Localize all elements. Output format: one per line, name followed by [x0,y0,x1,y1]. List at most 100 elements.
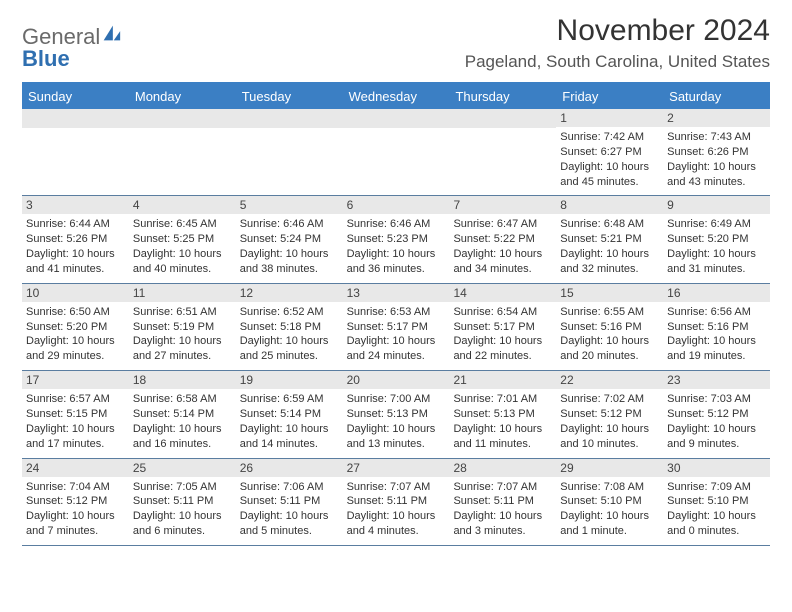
day-number: 20 [343,371,450,389]
day2-text: and 38 minutes. [240,262,339,277]
sunrise-text: Sunrise: 6:51 AM [133,305,232,320]
sunrise-text: Sunrise: 7:08 AM [560,480,659,495]
day-cell: 11Sunrise: 6:51 AMSunset: 5:19 PMDayligh… [129,284,236,370]
day-cell: 4Sunrise: 6:45 AMSunset: 5:25 PMDaylight… [129,196,236,282]
empty-cell [129,109,236,195]
day2-text: and 24 minutes. [347,349,446,364]
day-cell: 30Sunrise: 7:09 AMSunset: 5:10 PMDayligh… [663,459,770,545]
sunrise-text: Sunrise: 7:04 AM [26,480,125,495]
sunset-text: Sunset: 5:13 PM [453,407,552,422]
day2-text: and 11 minutes. [453,437,552,452]
day-cell: 27Sunrise: 7:07 AMSunset: 5:11 PMDayligh… [343,459,450,545]
empty-cell [22,109,129,195]
day-header: Wednesday [343,84,450,109]
day-number: 13 [343,284,450,302]
empty-cell [236,109,343,195]
day-header: Tuesday [236,84,343,109]
day-cell: 6Sunrise: 6:46 AMSunset: 5:23 PMDaylight… [343,196,450,282]
sunset-text: Sunset: 5:12 PM [667,407,766,422]
sunrise-text: Sunrise: 7:42 AM [560,130,659,145]
day-number: 30 [663,459,770,477]
day2-text: and 10 minutes. [560,437,659,452]
sunrise-text: Sunrise: 7:05 AM [133,480,232,495]
day-cell: 29Sunrise: 7:08 AMSunset: 5:10 PMDayligh… [556,459,663,545]
day1-text: Daylight: 10 hours [347,247,446,262]
day2-text: and 34 minutes. [453,262,552,277]
day-cell: 7Sunrise: 6:47 AMSunset: 5:22 PMDaylight… [449,196,556,282]
sunset-text: Sunset: 5:16 PM [560,320,659,335]
day1-text: Daylight: 10 hours [667,422,766,437]
day1-text: Daylight: 10 hours [560,160,659,175]
day1-text: Daylight: 10 hours [453,334,552,349]
sunrise-text: Sunrise: 6:59 AM [240,392,339,407]
week-row: 10 Sunrise: 6:50 AMSunset: 5:20 PM Dayligh… [22,284,770,371]
sunrise-text: Sunrise: 6:46 AM [347,217,446,232]
sunset-text: Sunset: 5:17 PM [453,320,552,335]
day2-text: and 25 minutes. [240,349,339,364]
day-header: Monday [129,84,236,109]
sunset-text: Sunset: 5:20 PM [26,320,125,335]
day-cell: 23Sunrise: 7:03 AMSunset: 5:12 PMDayligh… [663,371,770,457]
day-cell: 22Sunrise: 7:02 AMSunset: 5:12 PMDayligh… [556,371,663,457]
sunrise-text: Sunrise: 6:55 AM [560,305,659,320]
week-row: 17Sunrise: 6:57 AMSunset: 5:15 PMDayligh… [22,371,770,458]
sunrise-text: Sunrise: 7:03 AM [667,392,766,407]
day-cell: 5Sunrise: 6:46 AMSunset: 5:24 PMDaylight… [236,196,343,282]
day1-text: Daylight: 10 hours [667,247,766,262]
day-cell: 14Sunrise: 6:54 AMSunset: 5:17 PMDayligh… [449,284,556,370]
calendar-page: General Blue November 2024 Pageland, Sou… [0,0,792,556]
sunset-text: Sunset: 5:26 PM [26,232,125,247]
day-number: 3 [22,196,129,214]
day-number: 12 [236,284,343,302]
day1-text: Daylight: 10 hours [347,334,446,349]
day-cell: 16Sunrise: 6:56 AMSunset: 5:16 PMDayligh… [663,284,770,370]
sunrise-text: Sunrise: 6:50 AM [26,305,125,320]
sunset-text: Sunset: 5:23 PM [347,232,446,247]
brand-logo: General Blue [22,22,122,70]
day1-text: Daylight: 10 hours [133,334,232,349]
sunset-text: Sunset: 5:10 PM [560,494,659,509]
sunrise-text: Sunrise: 6:57 AM [26,392,125,407]
day-header: Friday [556,84,663,109]
sunrise-text: Sunrise: 6:47 AM [453,217,552,232]
day1-text: Daylight: 10 hours [560,334,659,349]
day2-text: and 3 minutes. [453,524,552,539]
day1-text: Daylight: 10 hours [26,509,125,524]
day2-text: and 43 minutes. [667,175,766,190]
day-number: 2 [663,109,770,127]
day2-text: and 5 minutes. [240,524,339,539]
day-number: 4 [129,196,236,214]
title-block: November 2024 Pageland, South Carolina, … [465,14,770,72]
sunset-text: Sunset: 5:11 PM [133,494,232,509]
week-row: 3Sunrise: 6:44 AMSunset: 5:26 PMDaylight… [22,196,770,283]
day2-text: and 41 minutes. [26,262,125,277]
day-cell: 28Sunrise: 7:07 AMSunset: 5:11 PMDayligh… [449,459,556,545]
sunrise-text: Sunrise: 7:01 AM [453,392,552,407]
day-number: 8 [556,196,663,214]
day-header-row: SundayMondayTuesdayWednesdayThursdayFrid… [22,84,770,109]
sunrise-text: Sunrise: 6:54 AM [453,305,552,320]
day-cell: 15Sunrise: 6:55 AMSunset: 5:16 PMDayligh… [556,284,663,370]
week-row: 1Sunrise: 7:42 AMSunset: 6:27 PMDaylight… [22,109,770,196]
sunset-text: Sunset: 5:11 PM [347,494,446,509]
day-number [129,109,236,128]
sunset-text: Sunset: 6:27 PM [560,145,659,160]
day1-text: Daylight: 10 hours [26,247,125,262]
day-cell: 9Sunrise: 6:49 AMSunset: 5:20 PMDaylight… [663,196,770,282]
day-cell: 25Sunrise: 7:05 AMSunset: 5:11 PMDayligh… [129,459,236,545]
day-number [22,109,129,128]
sail-icon [100,22,122,44]
day-header: Thursday [449,84,556,109]
sunset-text: Sunset: 5:20 PM [667,232,766,247]
day-number: 10 [22,284,129,302]
day-number: 25 [129,459,236,477]
sunrise-text: Sunrise: 6:48 AM [560,217,659,232]
day-cell: 10Sunrise: 6:50 AMSunset: 5:20 PMDayligh… [22,284,129,370]
day-number: 18 [129,371,236,389]
sunset-text: Sunset: 5:12 PM [26,494,125,509]
sunset-text: Sunset: 5:21 PM [560,232,659,247]
location-text: Pageland, South Carolina, United States [465,52,770,72]
day2-text: and 4 minutes. [347,524,446,539]
day2-text: and 31 minutes. [667,262,766,277]
day2-text: and 7 minutes. [26,524,125,539]
